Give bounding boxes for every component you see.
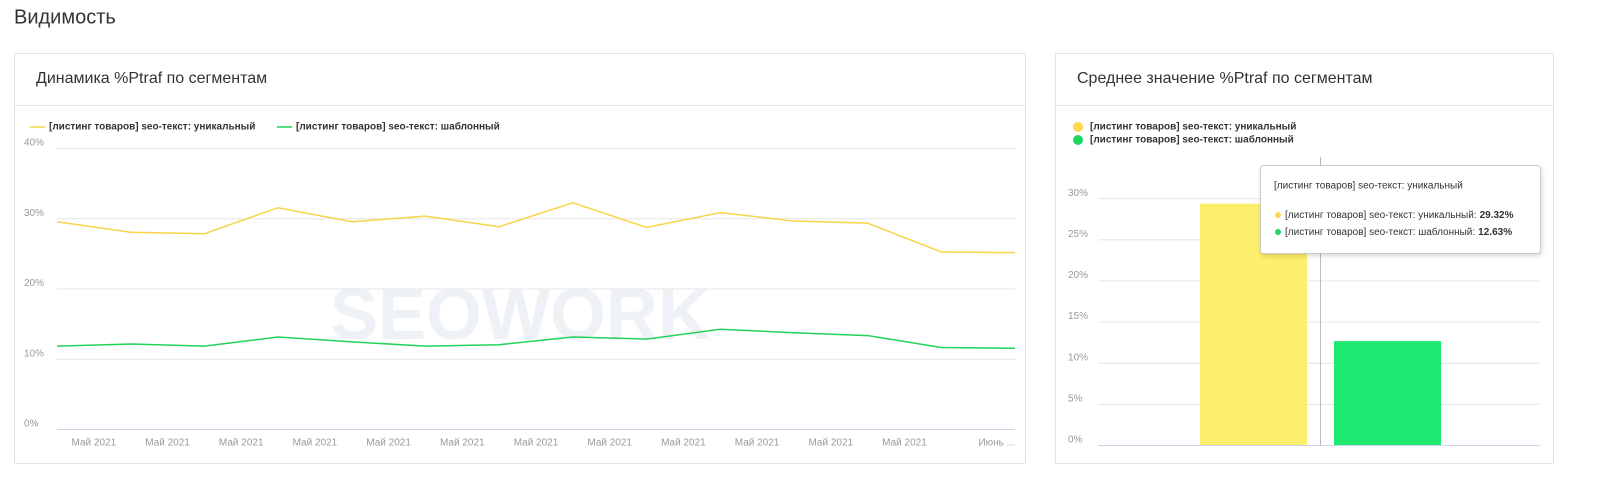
panel-title: Динамика %Ptraf по сегментам [36, 70, 267, 87]
x-tick-label: Июнь ... [978, 438, 1015, 449]
x-tick-label: Май 2021 [145, 438, 190, 449]
legend-label: [листинг товаров] seo-текст: шаблонный [1090, 134, 1294, 146]
series-line [56, 328, 1016, 349]
series-line [56, 202, 1016, 254]
panel-title: Среднее значение %Ptraf по сегментам [1077, 70, 1372, 87]
page-title: Видимость [14, 6, 116, 28]
y-tick-label: 30% [1068, 188, 1088, 199]
tooltip-dot [1275, 229, 1281, 235]
x-tick-label: Май 2021 [808, 438, 853, 449]
y-tick-label: 40% [24, 138, 44, 149]
tooltip-row-label: [листинг товаров] seo-текст: шаблонный: [1285, 226, 1475, 238]
tooltip-row: [листинг товаров] seo-текст: уникальный:… [1285, 210, 1514, 221]
tooltip-box [1260, 165, 1541, 254]
tooltip-row: [листинг товаров] seo-текст: шаблонный: 1… [1285, 226, 1512, 238]
x-tick-label: Май 2021 [882, 438, 927, 449]
x-tick-label: Май 2021 [219, 438, 264, 449]
y-tick-label: 0% [24, 419, 39, 430]
y-tick-label: 5% [1068, 393, 1083, 404]
bar [1334, 341, 1441, 445]
x-tick-label: Май 2021 [514, 438, 559, 449]
panel [14, 53, 1026, 464]
watermark: SEOWORK [330, 275, 710, 355]
y-tick-label: 15% [1068, 311, 1088, 322]
y-tick-label: 20% [24, 278, 44, 289]
tooltip-row-value: 12.63% [1478, 227, 1512, 238]
y-tick-label: 25% [1068, 229, 1088, 240]
x-tick-label: Май 2021 [440, 438, 485, 449]
y-tick-label: 0% [1068, 435, 1083, 446]
tooltip-title: [листинг товаров] seo-текст: уникальный [1274, 181, 1463, 192]
y-tick-label: 10% [1068, 352, 1088, 363]
y-tick-label: 20% [1068, 270, 1088, 281]
x-tick-label: Май 2021 [72, 438, 117, 449]
legend-label: [листинг товаров] seo-текст: уникальный [1090, 122, 1296, 133]
x-tick-label: Май 2021 [366, 438, 411, 449]
y-tick-label: 30% [24, 208, 44, 219]
legend-label: [листинг товаров] seo-текст: шаблонный [296, 121, 500, 133]
tooltip-row-value: 29.32% [1480, 210, 1514, 221]
tooltip: [листинг товаров] seo-текст: уникальный [… [1260, 165, 1541, 254]
legend-swatch [1073, 122, 1083, 132]
x-tick-label: Май 2021 [293, 438, 338, 449]
x-tick-label: Май 2021 [661, 438, 706, 449]
y-tick-label: 10% [24, 348, 44, 359]
x-tick-label: Май 2021 [587, 438, 632, 449]
x-tick-label: Май 2021 [735, 438, 780, 449]
tooltip-row-label: [листинг товаров] seo-текст: уникальный: [1285, 210, 1477, 221]
tooltip-dot [1275, 212, 1281, 218]
legend-label: [листинг товаров] seo-текст: уникальный [49, 122, 255, 133]
legend-swatch [1073, 135, 1083, 145]
